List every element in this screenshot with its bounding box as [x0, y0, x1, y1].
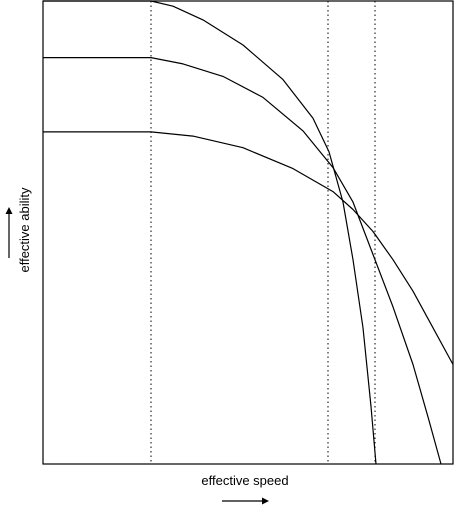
guide-lines: [150, 1, 376, 464]
curve-2: [43, 56, 442, 465]
curve-3: [43, 131, 454, 365]
curve-group: [43, 0, 454, 465]
x-axis-label: effective speed: [201, 473, 288, 488]
curve-1: [43, 0, 377, 465]
right-arrow-icon: [222, 497, 269, 505]
plot-frame: [42, 0, 454, 465]
y-axis-label: effective ability: [17, 187, 32, 273]
up-arrow-icon: [5, 207, 13, 258]
